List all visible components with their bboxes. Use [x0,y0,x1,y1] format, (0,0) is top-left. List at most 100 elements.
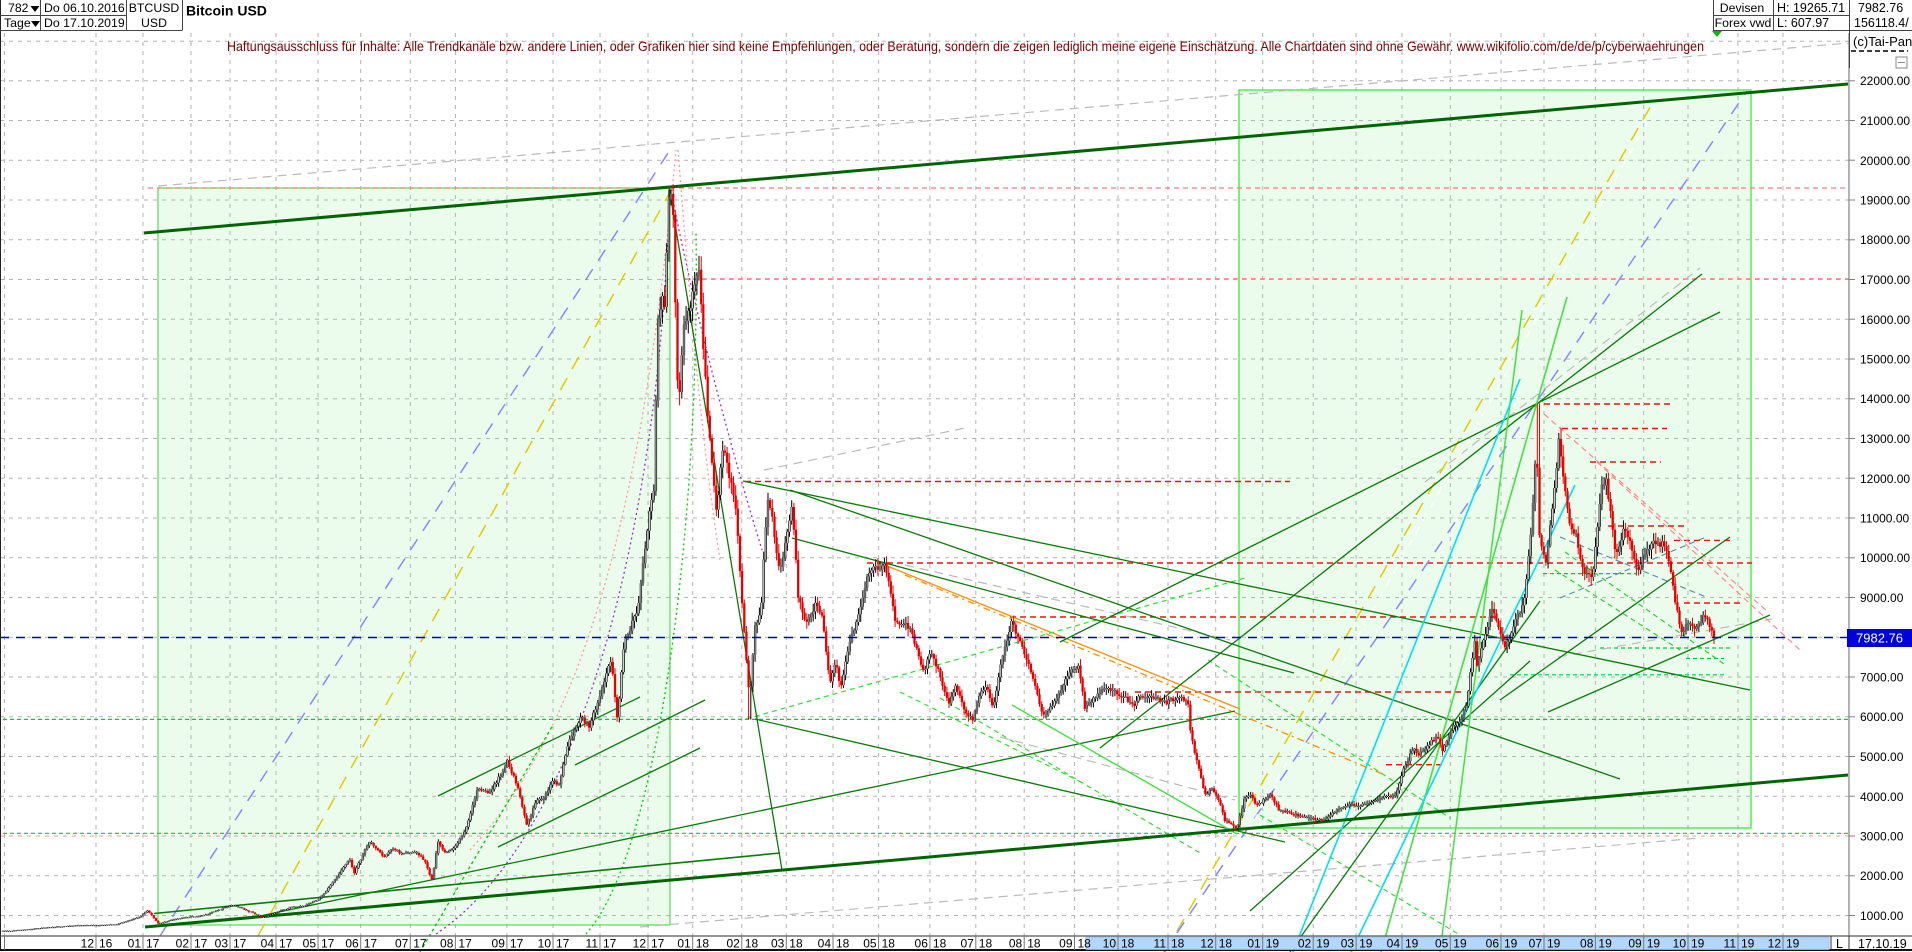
svg-text:13000.00: 13000.00 [1860,432,1910,446]
svg-text:12: 12 [81,937,95,951]
svg-text:21000.00: 21000.00 [1860,114,1910,128]
svg-text:6000.00: 6000.00 [1860,710,1904,724]
svg-text:Do 17.10.2019: Do 17.10.2019 [44,16,125,30]
svg-text:01: 01 [128,937,142,951]
svg-text:17: 17 [651,937,665,951]
svg-text:19: 19 [1786,937,1800,951]
svg-text:19: 19 [1316,937,1330,951]
svg-text:19: 19 [1359,937,1373,951]
svg-text:12: 12 [633,937,647,951]
svg-text:10: 10 [538,937,552,951]
svg-text:18: 18 [789,937,803,951]
svg-text:18: 18 [933,937,947,951]
svg-text:18: 18 [1171,937,1185,951]
svg-text:06: 06 [1486,937,1500,951]
svg-text:Forex vwd: Forex vwd [1715,16,1772,30]
svg-text:19: 19 [1266,937,1280,951]
svg-text:18: 18 [836,937,850,951]
svg-text:17: 17 [233,937,247,951]
svg-text:17: 17 [458,937,472,951]
svg-text:19: 19 [1691,937,1705,951]
svg-text:7982.76: 7982.76 [1858,1,1903,15]
svg-text:12: 12 [1768,937,1782,951]
svg-text:18: 18 [1121,937,1135,951]
svg-text:12: 12 [1200,937,1214,951]
svg-text:Tage: Tage [4,16,31,30]
svg-text:18: 18 [1078,937,1092,951]
svg-text:04: 04 [818,937,832,951]
svg-text:(c)Tai-Pan: (c)Tai-Pan [1853,34,1912,49]
svg-text:11: 11 [1724,937,1737,951]
svg-text:18: 18 [696,937,710,951]
svg-text:06: 06 [345,937,359,951]
svg-text:18: 18 [745,937,759,951]
svg-text:10: 10 [1673,937,1687,951]
svg-text:17: 17 [321,937,335,951]
svg-text:09: 09 [1628,937,1642,951]
svg-text:03: 03 [1341,937,1355,951]
svg-text:19: 19 [1453,937,1467,951]
svg-text:03: 03 [215,937,229,951]
svg-text:18: 18 [979,937,993,951]
svg-text:17.10.19: 17.10.19 [1858,937,1907,951]
svg-text:09: 09 [1059,937,1073,951]
svg-text:05: 05 [863,937,877,951]
svg-text:07: 07 [1529,937,1543,951]
svg-text:19: 19 [1598,937,1612,951]
svg-text:19000.00: 19000.00 [1860,194,1910,208]
svg-text:17: 17 [603,937,617,951]
svg-text:20000.00: 20000.00 [1860,154,1910,168]
svg-text:5000.00: 5000.00 [1860,750,1904,764]
svg-text:17: 17 [510,937,524,951]
svg-text:19: 19 [1504,937,1518,951]
svg-text:03: 03 [771,937,785,951]
svg-text:H: 19265.71: H: 19265.71 [1777,1,1845,15]
svg-text:Do 06.10.2016: Do 06.10.2016 [44,1,125,15]
svg-text:17: 17 [194,937,208,951]
svg-text:02: 02 [176,937,190,951]
svg-text:10: 10 [1103,937,1117,951]
svg-text:07: 07 [960,937,974,951]
svg-text:04: 04 [1387,937,1401,951]
svg-text:782: 782 [8,1,29,15]
svg-text:USD: USD [141,16,167,30]
svg-text:02: 02 [1298,937,1312,951]
svg-text:14000.00: 14000.00 [1860,392,1910,406]
svg-text:17: 17 [279,937,293,951]
svg-text:09: 09 [492,937,506,951]
svg-text:17: 17 [364,937,378,951]
svg-text:15000.00: 15000.00 [1860,353,1910,367]
svg-text:7982.76: 7982.76 [1856,631,1903,646]
svg-text:11: 11 [1154,937,1167,951]
svg-text:17000.00: 17000.00 [1860,273,1910,287]
svg-text:05: 05 [303,937,317,951]
svg-text:156118.4/: 156118.4/ [1854,16,1909,30]
svg-text:18: 18 [1027,937,1041,951]
svg-text:1000.00: 1000.00 [1860,909,1904,923]
svg-text:L: 607.97: L: 607.97 [1777,16,1829,30]
svg-text:04: 04 [261,937,275,951]
svg-text:18: 18 [1219,937,1233,951]
svg-text:17: 17 [556,937,570,951]
svg-text:11: 11 [586,937,599,951]
svg-text:17: 17 [413,937,427,951]
svg-text:4000.00: 4000.00 [1860,790,1904,804]
svg-text:Bitcoin USD: Bitcoin USD [186,3,267,19]
svg-text:Devisen: Devisen [1720,1,1765,15]
svg-text:19: 19 [1647,937,1661,951]
svg-text:19: 19 [1741,937,1755,951]
svg-text:22000.00: 22000.00 [1860,74,1910,88]
svg-text:11000.00: 11000.00 [1860,512,1909,526]
svg-text:16000.00: 16000.00 [1860,313,1910,327]
svg-text:12000.00: 12000.00 [1860,472,1910,486]
svg-text:16: 16 [99,937,113,951]
svg-text:08: 08 [440,937,454,951]
svg-text:06: 06 [915,937,929,951]
svg-text:9000.00: 9000.00 [1860,591,1904,605]
svg-text:02: 02 [726,937,740,951]
svg-text:10000.00: 10000.00 [1860,551,1910,565]
svg-text:19: 19 [1547,937,1561,951]
svg-text:18000.00: 18000.00 [1860,233,1910,247]
svg-text:7000.00: 7000.00 [1860,671,1904,685]
svg-text:3000.00: 3000.00 [1860,830,1904,844]
